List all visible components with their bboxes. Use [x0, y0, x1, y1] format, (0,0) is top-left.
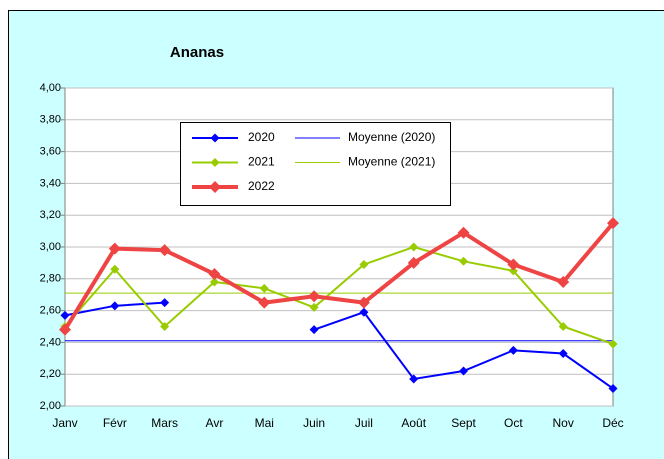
marker [359, 307, 369, 317]
marker [608, 384, 618, 394]
marker [158, 244, 171, 257]
legend-marker [210, 158, 220, 167]
marker [357, 296, 370, 309]
legend [180, 122, 451, 206]
marker [507, 258, 520, 271]
legend-marker [209, 181, 221, 193]
marker [557, 275, 570, 288]
marker [459, 366, 469, 376]
marker [607, 217, 619, 230]
x-tick-label: Déc [602, 416, 623, 430]
y-tick-label: 2,80 [40, 273, 61, 285]
marker [407, 256, 420, 269]
chart-title: Ananas [170, 44, 224, 61]
marker [59, 323, 71, 336]
marker [258, 296, 271, 309]
x-tick-label: Juil [355, 416, 373, 430]
x-tick-label: Juin [303, 416, 325, 430]
y-tick-label: 2,00 [40, 400, 61, 412]
marker [508, 345, 518, 355]
x-tick-label: Nov [553, 416, 574, 430]
marker [110, 264, 120, 274]
x-tick-label: Mai [255, 416, 274, 430]
y-tick-label: 3,40 [40, 177, 61, 189]
marker [309, 325, 319, 335]
marker [108, 242, 121, 255]
marker [208, 268, 221, 281]
legend-label: Moyenne (2021) [348, 155, 435, 169]
legend-label: 2021 [248, 155, 275, 169]
x-tick-label: Mars [151, 416, 178, 430]
marker [508, 266, 518, 276]
marker [558, 349, 568, 359]
marker [110, 301, 120, 311]
legend-label: 2020 [248, 130, 275, 144]
marker [558, 322, 568, 331]
y-tick-label: 3,80 [40, 114, 61, 126]
legend-label: 2022 [248, 179, 275, 193]
y-tick-label: 3,20 [40, 209, 61, 221]
legend-marker [210, 133, 220, 143]
x-tick-label: Oct [504, 416, 523, 430]
x-tick-label: Sept [451, 416, 476, 430]
y-tick-label: 4,00 [40, 82, 61, 94]
y-tick-label: 2,20 [40, 368, 61, 380]
marker [60, 310, 70, 320]
y-tick-label: 3,00 [40, 241, 61, 253]
x-tick-label: Janv [52, 416, 77, 430]
legend-label: Moyenne (2020) [348, 130, 435, 144]
marker [409, 242, 419, 252]
series-line [64, 245, 614, 345]
y-tick-label: 2,40 [40, 336, 61, 348]
marker [459, 256, 469, 266]
marker [359, 259, 369, 269]
marker [160, 322, 170, 331]
marker [259, 283, 269, 293]
marker [160, 298, 170, 308]
y-tick-label: 3,60 [40, 146, 61, 158]
series-line [63, 221, 615, 331]
x-tick-label: Févr [103, 416, 127, 430]
marker [457, 226, 470, 239]
marker [608, 339, 618, 349]
x-tick-label: Avr [206, 416, 224, 430]
marker [209, 277, 219, 287]
marker [308, 290, 321, 303]
marker [409, 374, 419, 384]
x-tick-label: Août [401, 416, 426, 430]
y-tick-label: 2,60 [40, 305, 61, 317]
marker [309, 302, 319, 312]
